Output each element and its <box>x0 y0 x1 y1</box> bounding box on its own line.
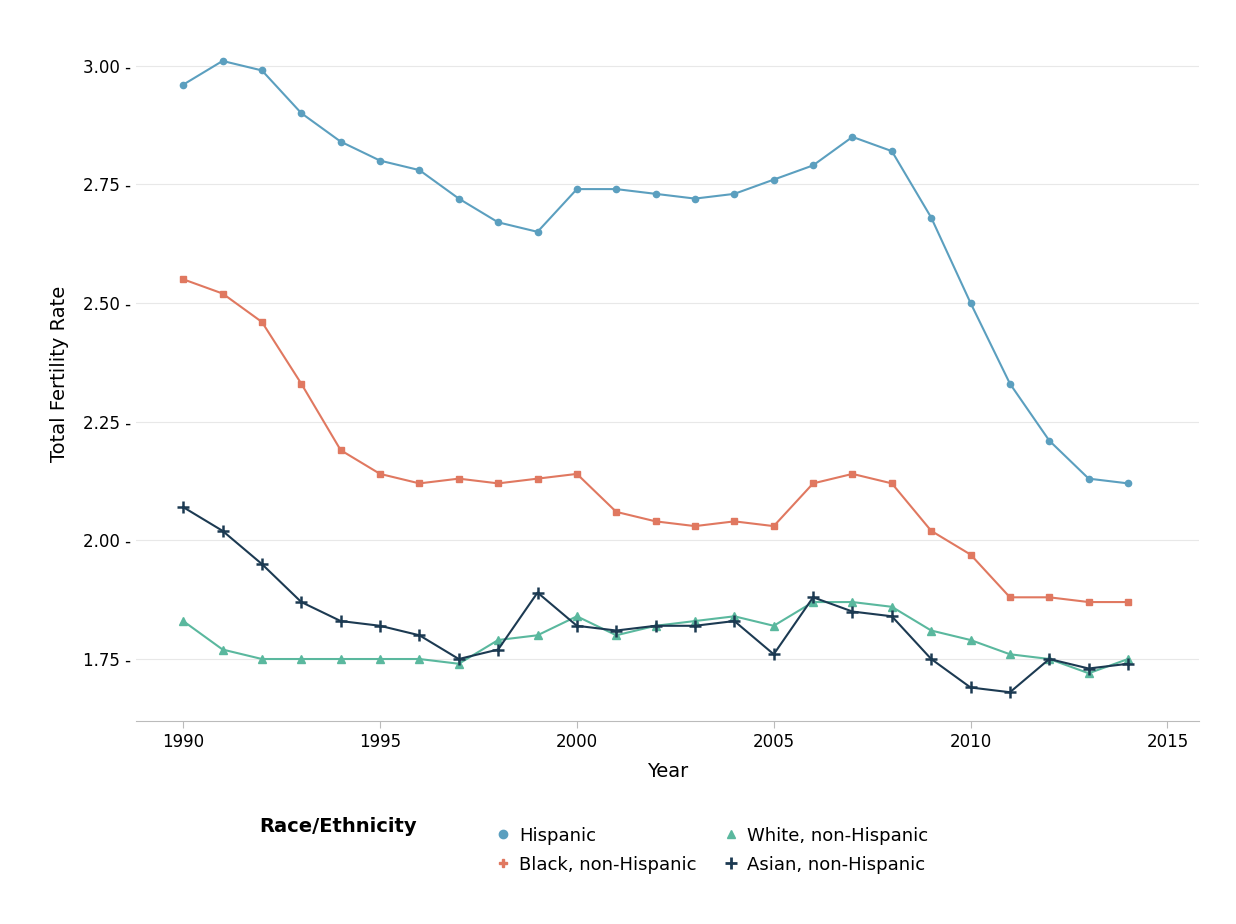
Legend: Hispanic, Black, non-Hispanic, White, non-Hispanic, Asian, non-Hispanic: Hispanic, Black, non-Hispanic, White, no… <box>496 827 928 873</box>
X-axis label: Year: Year <box>646 761 688 781</box>
Text: Race/Ethnicity: Race/Ethnicity <box>260 818 418 836</box>
Y-axis label: Total Fertility Rate: Total Fertility Rate <box>51 286 69 462</box>
